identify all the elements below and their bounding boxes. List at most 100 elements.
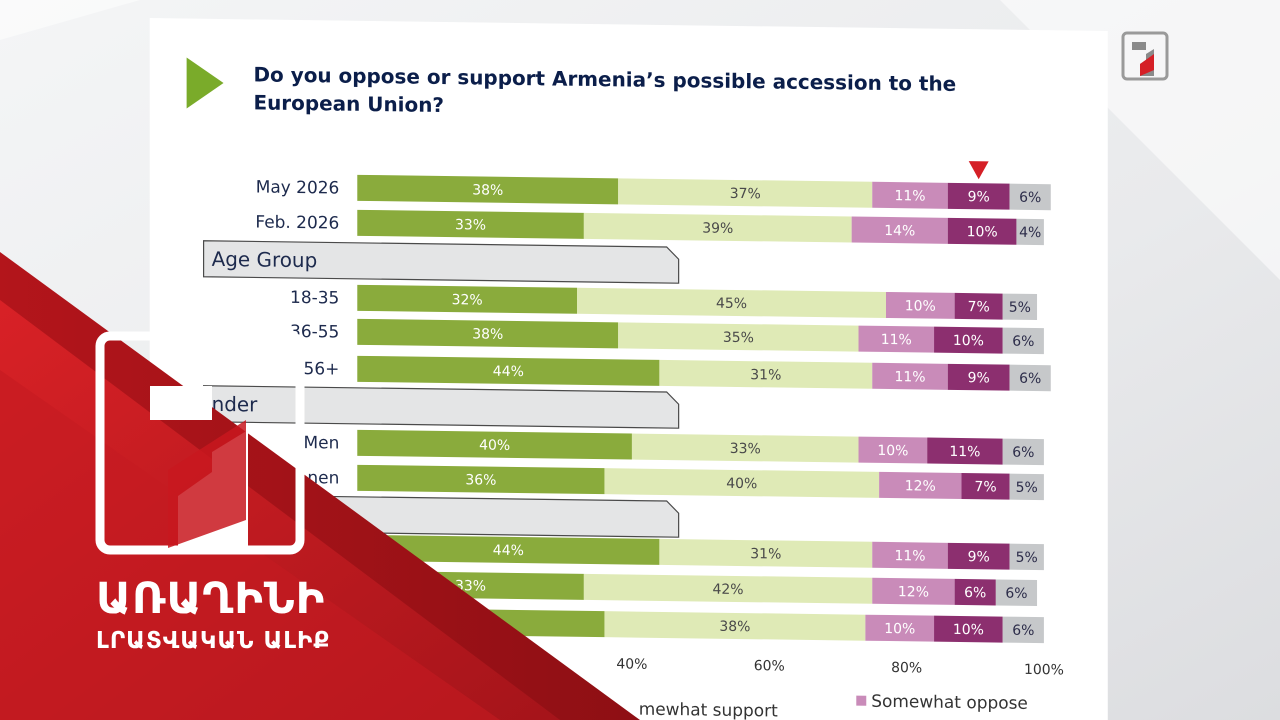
data-label: 10%	[953, 622, 984, 638]
data-label: 6%	[1019, 190, 1041, 206]
bar-segment	[872, 181, 948, 209]
bar-segment	[858, 325, 935, 353]
legend-label: Somewhat oppose	[871, 692, 1028, 714]
data-label: 39%	[702, 220, 733, 236]
bar-row: 44% 31% 11% 9% 5%	[357, 534, 1044, 571]
bar-segment	[947, 217, 1017, 245]
legend-swatch	[856, 695, 867, 706]
data-label: 14%	[884, 223, 915, 239]
bar-segment	[357, 174, 619, 205]
data-label: 12%	[905, 478, 936, 494]
bar-row: 38% 37% 11% 9% 6%	[357, 174, 1051, 211]
row-label: 36-55	[290, 322, 339, 343]
bar-segment	[618, 178, 873, 208]
bar-segment	[1002, 327, 1044, 355]
data-label: 32%	[452, 292, 483, 308]
data-label: 5%	[1016, 550, 1038, 566]
section-header: nder	[202, 385, 680, 429]
data-label: 6%	[1012, 445, 1034, 461]
bar-segment	[1016, 218, 1044, 246]
data-label: 6%	[964, 585, 986, 601]
data-label: 4%	[1019, 225, 1041, 241]
bar-segment	[872, 362, 948, 390]
bar-segment	[357, 355, 660, 386]
row-label: 56+	[304, 359, 340, 380]
row-label: 18-35	[290, 288, 339, 309]
bar-segment	[995, 579, 1038, 607]
bar-segment	[947, 363, 1010, 391]
data-label: 6%	[1012, 623, 1034, 639]
data-label: 40%	[726, 476, 757, 492]
data-label: 9%	[968, 549, 990, 565]
row-label: Men	[304, 433, 340, 454]
x-tick-label: 100%	[1024, 662, 1064, 679]
section-header: Age Group	[202, 240, 680, 284]
bar-segment	[851, 216, 948, 244]
x-tick-label: 80%	[891, 660, 922, 676]
data-label: 38%	[472, 326, 503, 342]
bar-segment	[357, 429, 632, 460]
bar-segment	[604, 468, 880, 498]
data-label: 9%	[968, 370, 990, 386]
bar-row: 33% 39% 14% 10% 4%	[357, 209, 1044, 246]
data-label: 10%	[953, 333, 984, 349]
channel-logo-icon	[95, 331, 305, 555]
bar-segment	[357, 284, 578, 314]
data-label: 5%	[1016, 480, 1038, 496]
bar-row: 38% 35% 11% 10% 6%	[357, 318, 1044, 355]
bar-segment	[604, 611, 866, 641]
row-label: May 2026	[256, 177, 340, 198]
bar-segment	[934, 615, 1003, 643]
x-tick-label: 60%	[754, 658, 785, 674]
legend-label: mewhat support	[639, 700, 778, 720]
bar-segment	[858, 436, 928, 464]
data-label: 11%	[895, 548, 926, 564]
data-label: 44%	[493, 364, 524, 380]
chart-title-line-2: European Union?	[253, 90, 444, 117]
broadcaster-name: ԱՌԱՂԻՆԻ	[96, 574, 326, 624]
bar-segment	[872, 541, 948, 569]
bar-segment	[927, 437, 1003, 465]
bar-segment	[1009, 543, 1044, 571]
bar-segment	[947, 542, 1010, 570]
bar-row: 32% 45% 10% 7% 5%	[357, 284, 1038, 321]
data-label: 11%	[895, 369, 926, 385]
bar-segment	[577, 287, 886, 318]
section-header-box	[202, 240, 680, 284]
x-tick-label: 40%	[616, 656, 647, 672]
row-label: Feb. 2026	[255, 212, 339, 233]
data-label: 10%	[884, 621, 915, 637]
data-label: 11%	[949, 444, 980, 460]
data-label: 33%	[455, 217, 486, 233]
data-label: 38%	[472, 182, 503, 198]
bar-segment	[954, 578, 996, 606]
data-label: 33%	[730, 441, 761, 457]
broadcaster-subtitle: ԼՐԱՏՎԱԿԱՆ ԱԼԻՔ	[96, 628, 331, 654]
data-label: 11%	[881, 332, 912, 348]
bar-segment	[947, 182, 1010, 210]
bar-segment	[631, 433, 859, 463]
data-label: 36%	[465, 472, 496, 488]
data-label: 11%	[895, 188, 926, 204]
data-label: 6%	[1012, 334, 1034, 350]
data-label: 5%	[1009, 300, 1031, 316]
bar-row: 40% 33% 10% 11% 6%	[357, 429, 1044, 466]
bar-segment	[659, 538, 873, 568]
bar-segment	[885, 291, 955, 319]
bar-segment	[865, 614, 935, 642]
data-label: 12%	[898, 584, 929, 600]
data-label: 45%	[716, 296, 747, 312]
data-label: 38%	[719, 619, 750, 635]
bar-segment	[357, 318, 619, 349]
data-label: 6%	[1019, 371, 1041, 387]
highlight-marker-icon	[968, 161, 989, 180]
section-header-label: nder	[212, 392, 259, 417]
data-label: 10%	[877, 443, 908, 459]
bar-segment	[1009, 183, 1051, 211]
section-header-label: Age Group	[212, 247, 318, 272]
play-arrow-icon	[186, 57, 224, 109]
bar-segment	[1002, 616, 1044, 644]
bar-segment	[1002, 293, 1038, 321]
